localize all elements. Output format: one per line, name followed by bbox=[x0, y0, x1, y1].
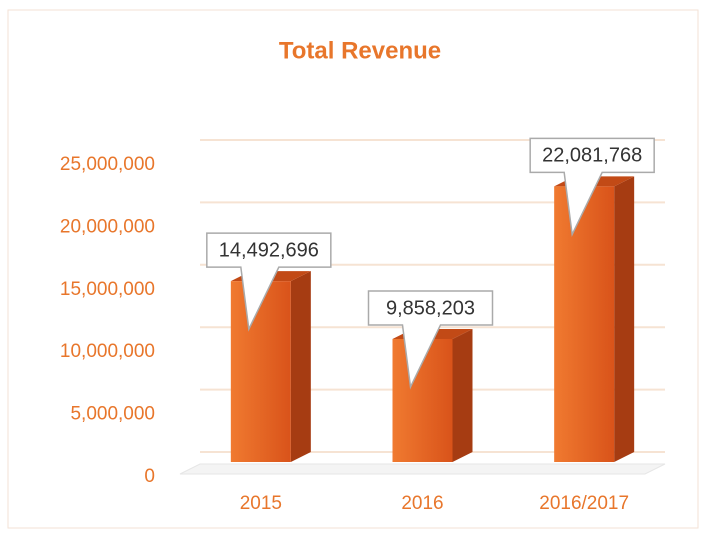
x-tick-label: 2015 bbox=[240, 493, 282, 514]
callout bbox=[206, 232, 332, 332]
floor bbox=[179, 463, 666, 475]
y-tick-label: 20,000,000 bbox=[60, 216, 155, 237]
bar-side bbox=[452, 328, 473, 462]
chart-title: Total Revenue bbox=[279, 37, 441, 64]
y-tick-label: 15,000,000 bbox=[60, 279, 155, 300]
bar-side bbox=[290, 271, 311, 462]
data-label: 22,081,768 bbox=[542, 145, 642, 167]
bar bbox=[230, 281, 291, 462]
data-label: 14,492,696 bbox=[219, 239, 319, 261]
x-tick-label: 2016/2017 bbox=[539, 493, 629, 514]
data-label: 9,858,203 bbox=[386, 297, 475, 319]
callout bbox=[367, 290, 494, 390]
x-tick-label: 2016 bbox=[401, 493, 443, 514]
y-tick-label: 10,000,000 bbox=[60, 341, 155, 362]
callout bbox=[529, 137, 655, 238]
y-tick-label: 25,000,000 bbox=[60, 154, 155, 175]
bar-side bbox=[614, 176, 635, 462]
y-tick-label: 5,000,000 bbox=[70, 404, 155, 425]
bar bbox=[554, 186, 615, 462]
y-tick-label: 0 bbox=[144, 466, 155, 487]
